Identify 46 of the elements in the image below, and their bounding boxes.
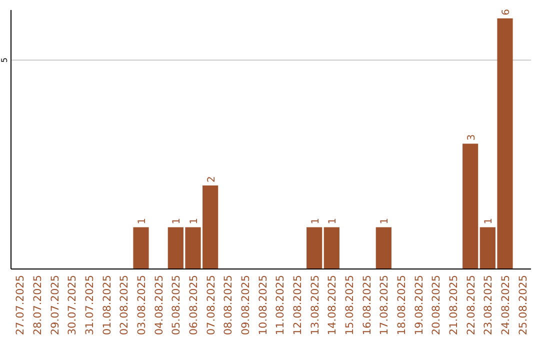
x-tick-label: 09.08.2025 <box>240 275 252 336</box>
x-tick-label: 29.07.2025 <box>49 275 62 336</box>
data-label: 1 <box>328 218 339 224</box>
x-tick-label: 05.08.2025 <box>170 275 183 336</box>
x-tick-label: 04.08.2025 <box>153 275 166 336</box>
x-tick-label: 31.07.2025 <box>84 275 96 336</box>
x-tick-label: 23.08.2025 <box>482 275 495 336</box>
data-label: 1 <box>310 218 322 224</box>
x-tick-label: 27.07.2025 <box>14 275 27 336</box>
x-tick-label: 18.08.2025 <box>396 275 408 336</box>
x-tick-label: 11.08.2025 <box>274 275 287 336</box>
data-label: 1 <box>189 218 200 224</box>
data-label: 1 <box>172 218 183 224</box>
bar <box>306 227 322 269</box>
data-label: 1 <box>380 218 391 224</box>
x-tick-label: 21.08.2025 <box>448 275 460 336</box>
x-tick-label: 30.07.2025 <box>66 275 79 336</box>
x-tick-label: 06.08.2025 <box>188 275 200 336</box>
bar <box>462 144 478 269</box>
bar <box>324 227 340 269</box>
x-tick-label: 22.08.2025 <box>465 275 478 336</box>
data-label: 1 <box>137 218 148 224</box>
data-label: 3 <box>466 134 478 141</box>
data-label: 1 <box>484 218 495 224</box>
x-tick-label: 10.08.2025 <box>257 275 270 336</box>
x-tick-label: 15.08.2025 <box>344 275 356 336</box>
x-tick-label: 14.08.2025 <box>326 275 339 336</box>
x-tick-label: 03.08.2025 <box>136 275 148 336</box>
x-tick-label: 16.08.2025 <box>361 275 374 336</box>
x-tick-label: 20.08.2025 <box>430 275 443 336</box>
y-tick-label: 5 <box>0 58 9 63</box>
x-tick-label: 08.08.2025 <box>222 275 235 336</box>
data-label: 6 <box>501 8 512 16</box>
data-label: 2 <box>206 176 218 182</box>
x-tick-label: 28.07.2025 <box>32 275 44 336</box>
bar <box>133 227 149 269</box>
x-tick-label: 02.08.2025 <box>118 275 131 336</box>
x-tick-label: 01.08.2025 <box>101 275 114 336</box>
x-tick-label: 19.08.2025 <box>413 275 426 336</box>
x-tick-label: 25.08.2025 <box>517 275 530 336</box>
bar <box>376 227 392 269</box>
x-tick-label: 24.08.2025 <box>500 275 512 336</box>
x-tick-label: 13.08.2025 <box>309 275 322 336</box>
x-tick-label: 07.08.2025 <box>205 275 218 336</box>
x-tick-label: 17.08.2025 <box>378 275 391 336</box>
x-tick-label: 12.08.2025 <box>292 275 304 336</box>
